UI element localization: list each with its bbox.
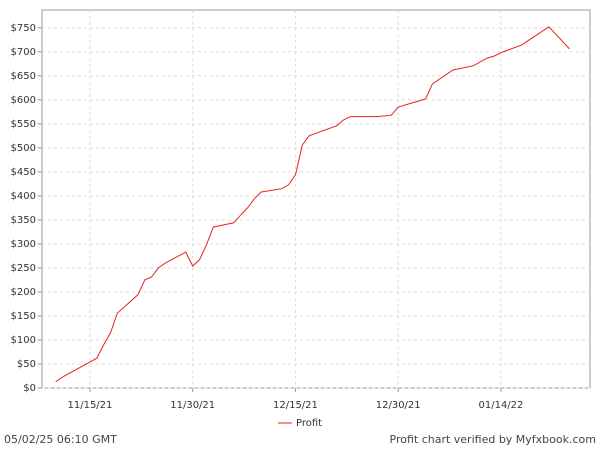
y-tick-label: $750: [11, 23, 36, 34]
x-tick-label: 12/15/21: [273, 400, 318, 411]
y-tick-label: $600: [11, 95, 36, 106]
plot-area: [41, 9, 591, 389]
x-tick-label: 01/14/22: [478, 400, 523, 411]
y-tick-label: $450: [11, 167, 36, 178]
credit: Profit chart verified by Myfxbook.com: [390, 433, 597, 446]
timestamp: 05/02/25 06:10 GMT: [4, 433, 117, 446]
y-tick-label: $200: [11, 287, 36, 298]
y-tick-label: $300: [11, 239, 36, 250]
x-tick-label: 11/30/21: [170, 400, 215, 411]
legend-label: Profit: [296, 418, 322, 429]
y-tick-label: $100: [11, 335, 36, 346]
y-tick-label: $550: [11, 119, 36, 130]
y-tick-label: $400: [11, 191, 36, 202]
line-series: [55, 26, 570, 383]
y-tick-label: $150: [11, 311, 36, 322]
y-tick-label: $650: [11, 71, 36, 82]
y-tick-label: $50: [17, 359, 36, 370]
x-tick-label: 11/15/21: [67, 400, 112, 411]
y-tick-label: $350: [11, 215, 36, 226]
y-tick-label: $500: [11, 143, 36, 154]
y-tick-label: $250: [11, 263, 36, 274]
y-tick-label: $700: [11, 47, 36, 58]
y-tick-label: $0: [23, 383, 36, 394]
x-tick-label: 12/30/21: [376, 400, 421, 411]
